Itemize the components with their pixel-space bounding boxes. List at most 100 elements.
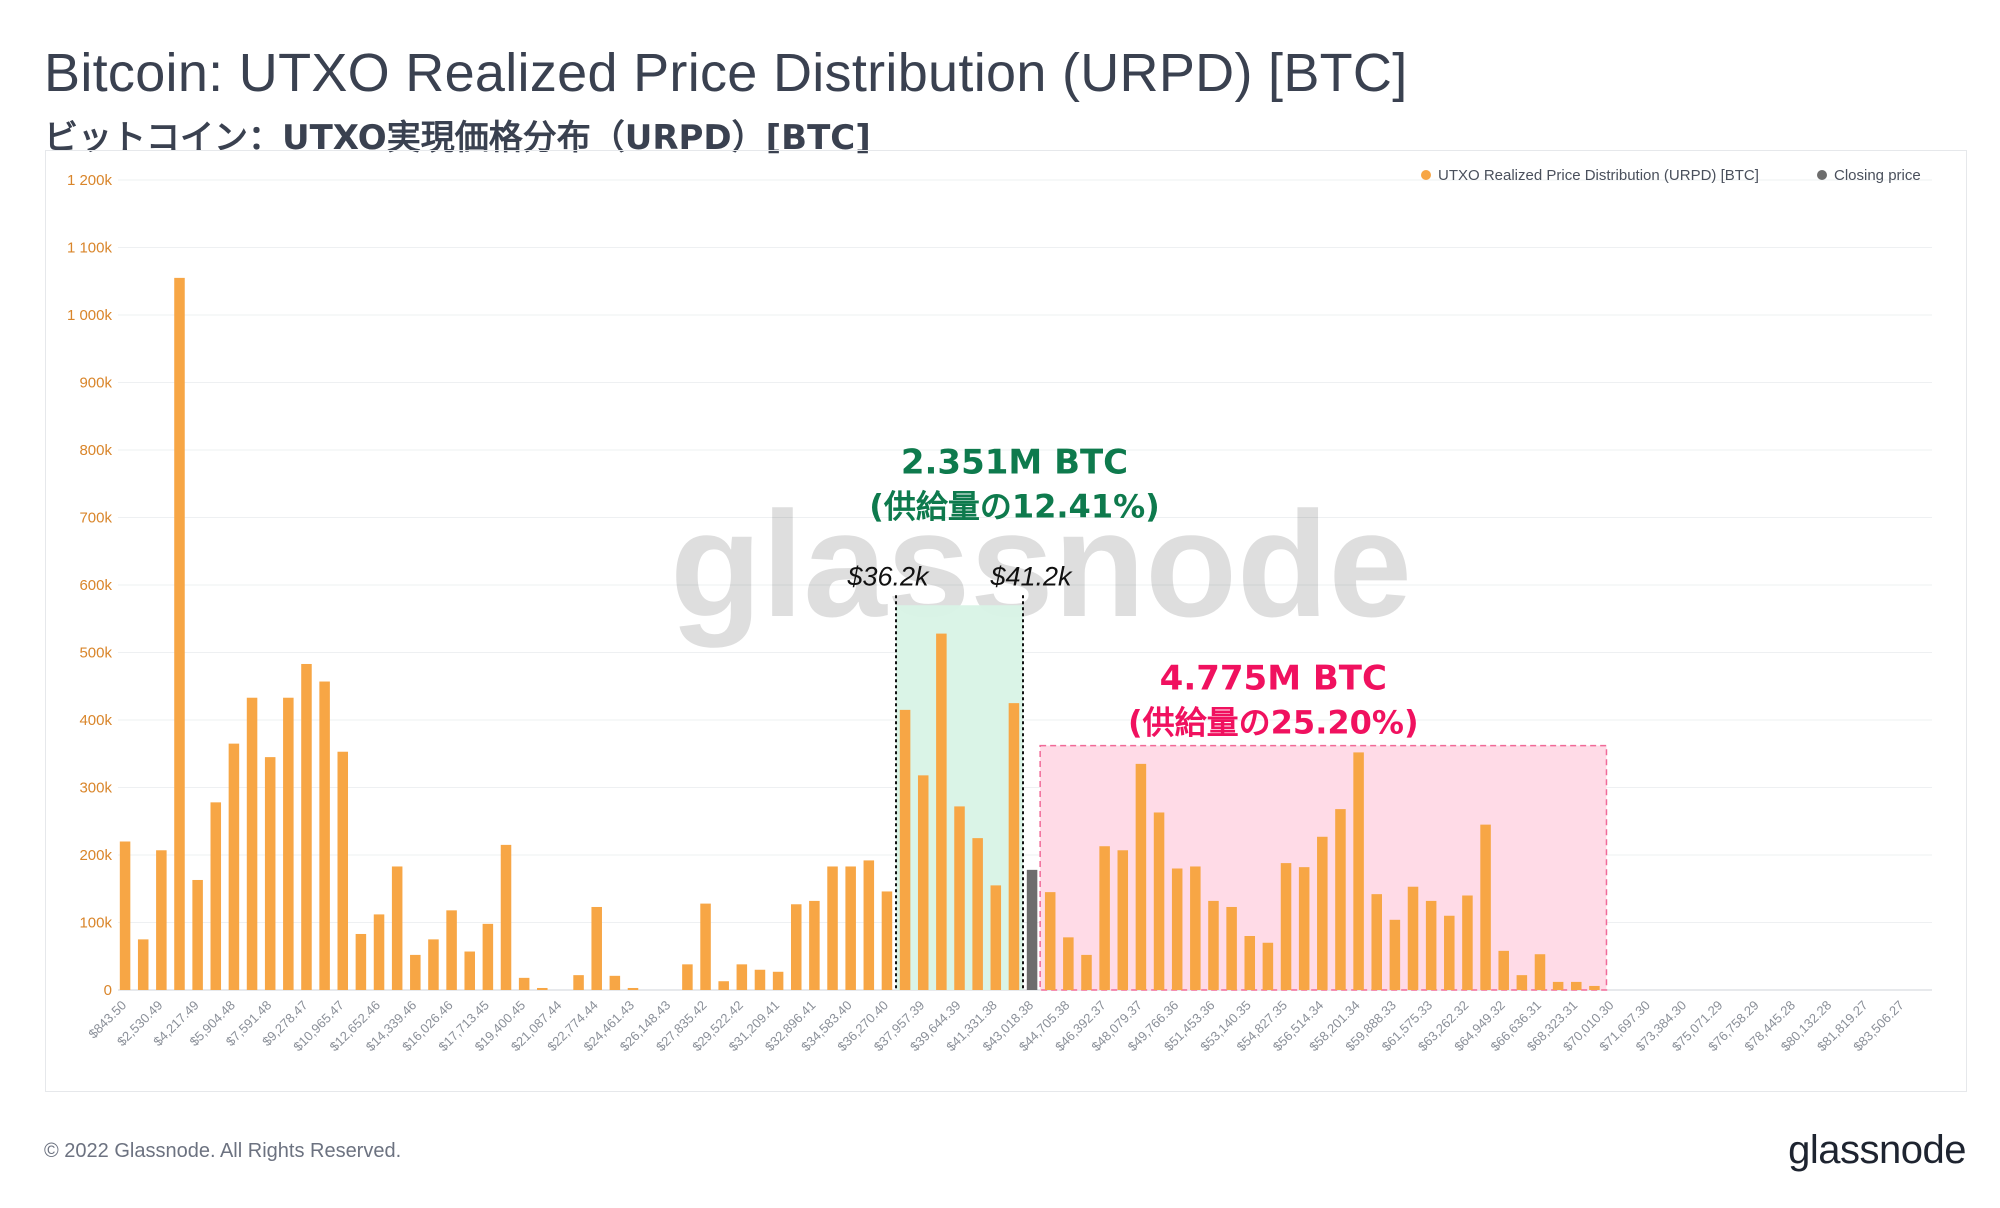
bar (464, 951, 475, 990)
bar (682, 964, 693, 990)
bar (337, 751, 349, 990)
bar (881, 891, 893, 990)
bar (1298, 867, 1310, 990)
bar (410, 954, 421, 990)
bar (1335, 809, 1346, 990)
bar (736, 964, 748, 990)
bar (917, 775, 929, 990)
bar (1153, 812, 1165, 990)
bar (1480, 824, 1491, 990)
y-tick-label: 100k (79, 915, 112, 932)
y-tick-label: 500k (79, 645, 112, 662)
bar (790, 904, 802, 990)
bar (1244, 936, 1256, 990)
watermark: glassnode (670, 480, 1412, 648)
bar (1462, 895, 1473, 990)
bar (718, 981, 729, 990)
bar (1516, 975, 1528, 990)
bar (1280, 863, 1292, 990)
legend-label-closing: Closing price (1834, 167, 1921, 184)
bar (1171, 868, 1183, 990)
y-tick-label: 200k (79, 847, 112, 864)
y-tick-label: 1 200k (67, 172, 113, 189)
pink-annotation-amount: 4.775M BTC (1160, 659, 1387, 699)
bar (1099, 846, 1110, 990)
y-tick-label: 0 (104, 982, 112, 999)
y-tick-label: 600k (79, 577, 112, 594)
bar (301, 663, 312, 990)
bar (1353, 752, 1364, 990)
urpd-chart: 0 100k 200k 300k 400k 500k 600k 700k 800k 900k 1 0… (67, 167, 1932, 1054)
bar (283, 697, 294, 990)
bar (1407, 886, 1419, 990)
bar (936, 633, 947, 990)
y-tick-label: 1 100k (67, 240, 113, 257)
bar (174, 277, 185, 990)
bar (537, 987, 548, 990)
bar (1044, 892, 1056, 990)
bar (899, 709, 911, 990)
bar (827, 866, 838, 990)
bar (1498, 950, 1509, 990)
bar (156, 850, 167, 990)
bar (627, 987, 639, 990)
bar (518, 977, 530, 990)
bar (972, 838, 983, 990)
closing-price-bar (1026, 869, 1038, 990)
bar (1081, 954, 1092, 990)
y-tick-label: 1 000k (67, 307, 113, 324)
bar (1571, 981, 1582, 990)
green-annotation-price-left: $36.2k (846, 561, 930, 591)
chart-panel: 0 100k 200k 300k 400k 500k 600k 700k 800k 900k 1 0… (45, 150, 1967, 1092)
pink-annotation-share: (供給量の25.20%) (1128, 704, 1419, 742)
bar (990, 885, 1002, 990)
green-annotation-share: (供給量の12.41%) (869, 487, 1160, 525)
green-annotation-price-right: $41.2k (989, 561, 1073, 591)
glassnode-logo: glassnode (1788, 1128, 1966, 1172)
bar (700, 903, 711, 990)
bar (1190, 866, 1201, 990)
bar (228, 743, 240, 990)
bar (192, 879, 203, 990)
bar (1226, 906, 1237, 990)
bar (1389, 919, 1401, 990)
bar (391, 866, 403, 990)
bar (355, 933, 367, 990)
y-tick-label: 800k (79, 442, 112, 459)
bar (1317, 836, 1328, 990)
bar (1444, 915, 1455, 990)
green-annotation-amount: 2.351M BTC (901, 442, 1128, 482)
bar (609, 975, 621, 990)
bar (264, 757, 276, 990)
bar (1117, 850, 1129, 990)
bar (246, 697, 258, 990)
y-tick-label: 900k (79, 375, 112, 392)
bar (1534, 954, 1546, 990)
bar (1008, 703, 1020, 990)
copyright-text: © 2022 Glassnode. All Rights Reserved. (44, 1140, 402, 1162)
y-tick-label: 300k (79, 780, 112, 797)
bar (482, 923, 494, 990)
y-tick-label: 700k (79, 510, 112, 527)
bar (754, 969, 766, 990)
bar (863, 860, 875, 990)
bar (591, 906, 602, 990)
page-subtitle: ビットコイン：UTXO実現価格分布（URPD）[BTC] (44, 118, 871, 158)
bar (446, 910, 457, 990)
bar (1589, 985, 1600, 990)
bar (210, 802, 222, 990)
bar (119, 841, 131, 990)
bar (1262, 942, 1274, 990)
bar (1552, 981, 1564, 990)
bar (1425, 900, 1437, 990)
bar (373, 914, 385, 990)
bar (319, 681, 330, 990)
bar (137, 939, 149, 990)
bar (1208, 900, 1219, 990)
bar (809, 900, 820, 990)
bar (772, 971, 784, 990)
bar (954, 806, 965, 990)
bar (500, 844, 512, 990)
legend-marker-urpd (1421, 170, 1431, 180)
y-tick-label: 400k (79, 712, 112, 729)
